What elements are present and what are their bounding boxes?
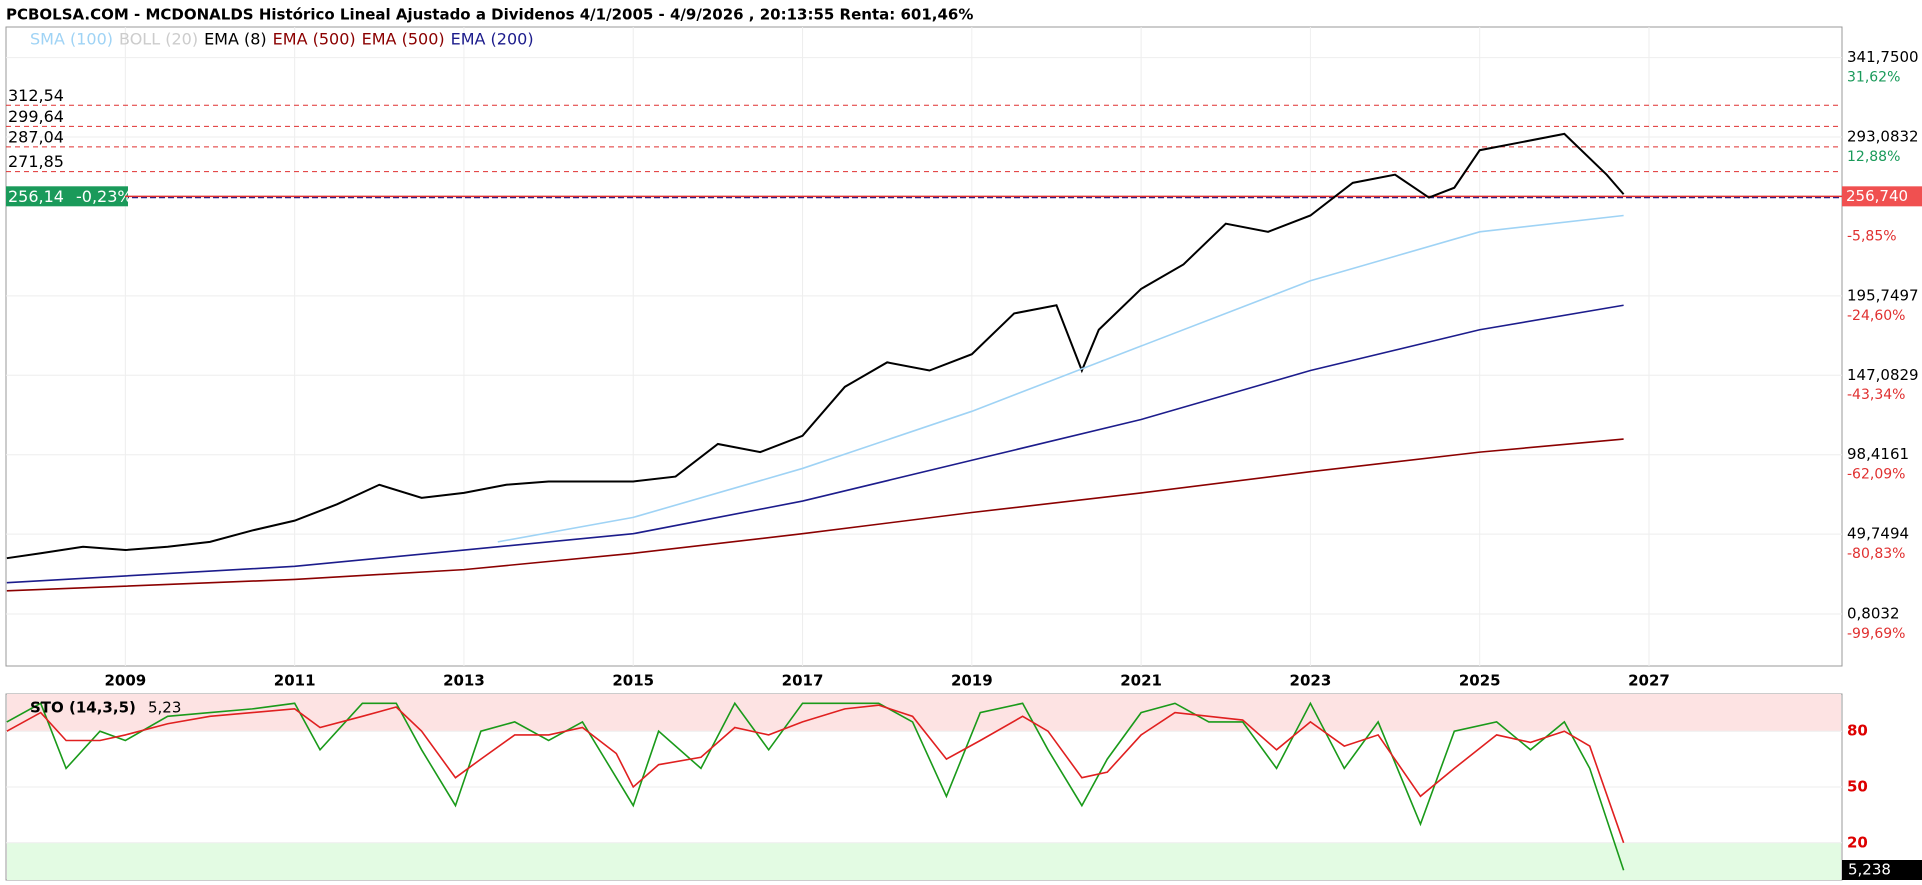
- sto-last-axis-label: 5,238: [1848, 861, 1891, 879]
- y-tick-label: 50: [1847, 778, 1868, 796]
- zone: [7, 842, 1841, 880]
- x-tick-label: 2017: [782, 672, 824, 690]
- level-label: 287,04: [8, 127, 64, 146]
- y-tick-label: 195,7497: [1847, 286, 1919, 304]
- sto-title: STO (14,3,5): [30, 699, 136, 717]
- level-label: 312,54: [8, 86, 64, 105]
- series-line: [6, 704, 1625, 844]
- last-right-label: 256,740: [1846, 187, 1908, 205]
- last-price-box: [6, 186, 128, 207]
- series-line: [6, 304, 1624, 584]
- zone: [7, 694, 1841, 732]
- y2-tick-label: 31,62%: [1847, 70, 1900, 86]
- y2-tick-label: -5,85%: [1847, 228, 1897, 244]
- x-tick-label: 2015: [612, 672, 654, 690]
- series-line: [6, 132, 1625, 560]
- y-tick-label: 147,0829: [1847, 366, 1919, 384]
- legend-entry: EMA (8): [204, 30, 267, 49]
- x-tick-label: 2021: [1120, 672, 1162, 690]
- legend-entry: SMA (100): [30, 30, 113, 49]
- y-tick-label: 49,7494: [1847, 525, 1909, 543]
- y-tick-label: 341,7500: [1847, 48, 1919, 66]
- y2-tick-label: -43,34%: [1847, 387, 1905, 403]
- series-line: [6, 438, 1624, 592]
- last-right-box: [1842, 186, 1922, 207]
- x-tick-label: 2027: [1628, 672, 1670, 690]
- x-tick-label: 2023: [1290, 672, 1332, 690]
- x-tick-label: 2009: [104, 672, 146, 690]
- sto-last: 5,23: [148, 699, 181, 717]
- x-tick-label: 2025: [1459, 672, 1501, 690]
- last-price-change: -0,23%: [76, 187, 133, 206]
- price-frame: [5, 26, 1843, 667]
- x-tick-label: 2013: [443, 672, 485, 690]
- x-tick-label: 2011: [274, 672, 316, 690]
- sto-last-box: [1842, 860, 1922, 880]
- y2-tick-label: 12,88%: [1847, 149, 1900, 165]
- x-tick-label: 2019: [951, 672, 993, 690]
- level-label: 271,85: [8, 152, 64, 171]
- y-tick-label: 20: [1847, 833, 1868, 851]
- y2-tick-label: -99,69%: [1847, 626, 1905, 642]
- y-tick-label: 293,0832: [1847, 128, 1919, 146]
- y2-tick-label: -80,83%: [1847, 546, 1905, 562]
- legend-entry: BOLL (20): [119, 30, 198, 49]
- page-title: PCBOLSA.COM - MCDONALDS Histórico Lineal…: [6, 6, 973, 24]
- y-tick-label: 98,4161: [1847, 445, 1909, 463]
- series-line: [6, 701, 1625, 871]
- series-line: [497, 214, 1624, 543]
- legend-entry: EMA (500): [362, 30, 445, 49]
- y2-tick-label: -62,09%: [1847, 467, 1905, 483]
- last-price-label: 256,14: [8, 187, 64, 206]
- y2-tick-label: -24,60%: [1847, 308, 1905, 324]
- legend-entry: EMA (200): [451, 30, 534, 49]
- level-label: 299,64: [8, 107, 64, 126]
- y-tick-label: 80: [1847, 722, 1868, 740]
- y-tick-label: 0,8032: [1847, 605, 1900, 623]
- legend-entry: EMA (500): [273, 30, 356, 49]
